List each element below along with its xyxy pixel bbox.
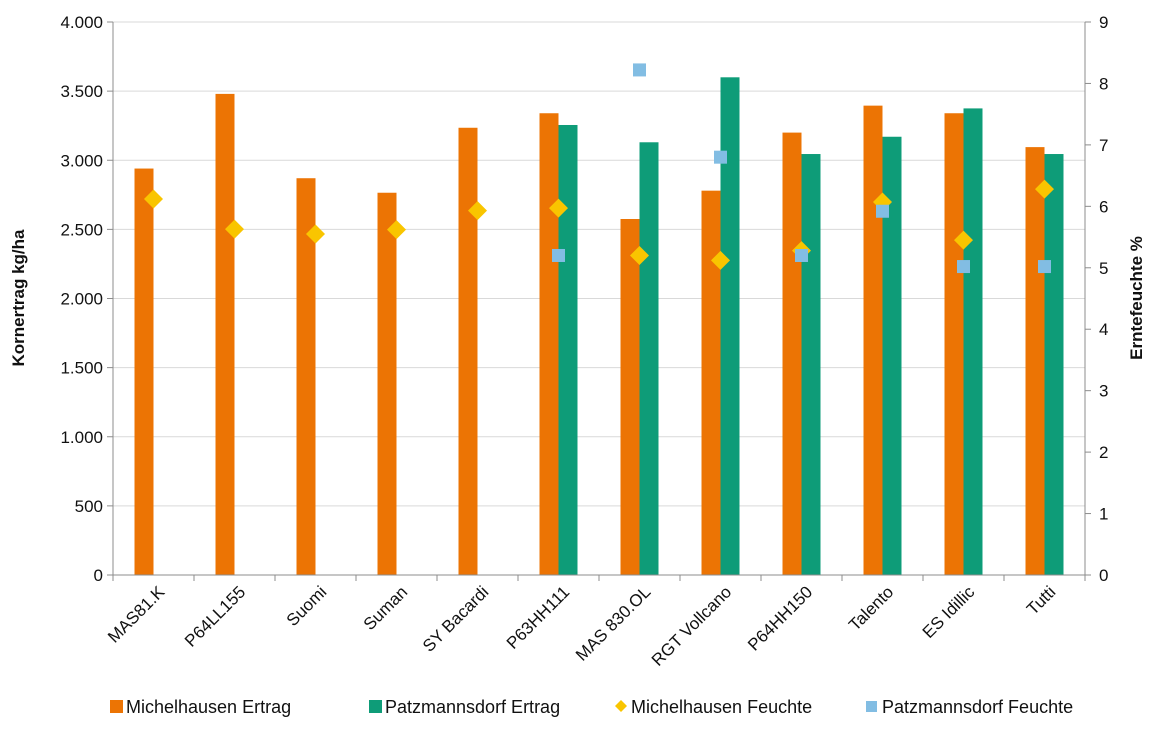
- bar-patzmannsdorf-ertrag: [801, 154, 821, 575]
- bar-michelhausen-ertrag: [458, 127, 478, 575]
- y-tick-label: 4.000: [60, 13, 103, 32]
- marker-michelhausen-feuchte: [225, 219, 244, 239]
- y-tick-label: 3.000: [60, 151, 103, 170]
- x-tick-label: MAS81.K: [104, 582, 169, 647]
- marker-patzmannsdorf-feuchte: [633, 63, 646, 77]
- x-tick-label: Suman: [360, 582, 412, 634]
- bar-patzmannsdorf-ertrag: [558, 124, 578, 575]
- x-tick-label: MAS 830.OL: [572, 582, 654, 664]
- marker-patzmannsdorf-feuchte: [1038, 260, 1051, 274]
- bar-michelhausen-ertrag: [377, 192, 397, 575]
- bar-michelhausen-ertrag: [620, 219, 640, 575]
- marker-patzmannsdorf-feuchte: [957, 260, 970, 274]
- legend-michelhausen-ertrag-swatch: [110, 700, 123, 713]
- marker-michelhausen-feuchte: [711, 250, 730, 270]
- x-tick-label: P63HH111: [503, 582, 573, 652]
- legend-patzmannsdorf-ertrag-label: Patzmannsdorf Ertrag: [385, 697, 560, 717]
- marker-michelhausen-feuchte: [468, 201, 487, 221]
- marker-patzmannsdorf-feuchte: [795, 248, 808, 262]
- y2-tick-label: 0: [1099, 566, 1108, 585]
- bar-michelhausen-ertrag: [944, 113, 964, 576]
- y2-tick-label: 7: [1099, 136, 1108, 155]
- legend-patzmannsdorf-ertrag-swatch: [369, 700, 382, 713]
- bar-michelhausen-ertrag: [1025, 147, 1045, 575]
- x-tick-label: Talento: [845, 582, 897, 634]
- marker-michelhausen-feuchte: [306, 224, 325, 244]
- x-tick-label: ES Idillic: [919, 582, 979, 642]
- y-tick-label: 3.500: [60, 82, 103, 101]
- bar-michelhausen-ertrag: [134, 168, 154, 576]
- bar-patzmannsdorf-ertrag: [1044, 154, 1064, 575]
- bar-michelhausen-ertrag: [782, 132, 802, 575]
- marker-michelhausen-feuchte: [954, 230, 973, 250]
- marker-patzmannsdorf-feuchte: [714, 150, 727, 164]
- y2-axis-title: Erntefeuchte %: [1127, 236, 1146, 360]
- bars: [134, 77, 1064, 576]
- y-tick-label: 500: [75, 497, 103, 516]
- y2-tick-label: 4: [1099, 320, 1108, 339]
- y-tick-label: 2.500: [60, 220, 103, 239]
- legend-michelhausen-feuchte-swatch: [615, 700, 627, 712]
- x-tick-labels: MAS81.K P64LL155 Suomi Suman SY Bacardi P63HH…: [104, 575, 1086, 670]
- bar-patzmannsdorf-ertrag: [882, 136, 902, 575]
- y2-tick-label: 9: [1099, 13, 1108, 32]
- bar-michelhausen-ertrag: [863, 105, 883, 576]
- marker-michelhausen-feuchte: [630, 245, 649, 265]
- bar-michelhausen-ertrag: [296, 178, 316, 575]
- y-tick-label: 1.000: [60, 428, 103, 447]
- y-axis-title: Kornertrag kg/ha: [9, 229, 28, 367]
- y2-tick-label: 3: [1099, 382, 1108, 401]
- gridlines: [113, 21, 1085, 507]
- marker-michelhausen-feuchte: [144, 189, 163, 209]
- legend-michelhausen-feuchte-label: Michelhausen Feuchte: [631, 697, 812, 717]
- bar-patzmannsdorf-ertrag: [963, 108, 983, 575]
- x-tick-label: Tutti: [1023, 582, 1059, 618]
- legend: Michelhausen Ertrag Patzmannsdorf Ertrag M…: [110, 697, 1073, 717]
- x-tick-label: SY Bacardi: [419, 582, 492, 655]
- markers: [144, 63, 1054, 274]
- y2-tick-label: 8: [1099, 74, 1108, 93]
- legend-patzmannsdorf-feuchte-label: Patzmannsdorf Feuchte: [882, 697, 1073, 717]
- y-tick-label: 0: [94, 566, 103, 585]
- y2-tick-label: 1: [1099, 505, 1108, 524]
- marker-patzmannsdorf-feuchte: [876, 204, 889, 218]
- x-tick-label: RGT Vollcano: [648, 582, 735, 669]
- x-tick-label: P64HH150: [744, 582, 816, 654]
- x-tick-label: P64LL155: [181, 582, 249, 650]
- marker-patzmannsdorf-feuchte: [552, 248, 565, 262]
- y-tick-label: 1.500: [60, 359, 103, 378]
- y2-tick-label: 2: [1099, 443, 1108, 462]
- x-tick-label: Suomi: [283, 582, 331, 630]
- legend-michelhausen-ertrag-label: Michelhausen Ertrag: [126, 697, 291, 717]
- bar-michelhausen-ertrag: [539, 113, 559, 576]
- marker-michelhausen-feuchte: [387, 220, 406, 240]
- legend-patzmannsdorf-feuchte-swatch: [866, 701, 877, 712]
- y-tick-labels: 0 500 1.000 1.500 2.000 2.500 3.000 3.500 4.000: [60, 13, 113, 585]
- bar-patzmannsdorf-ertrag: [720, 77, 740, 576]
- y2-tick-label: 5: [1099, 259, 1108, 278]
- bar-michelhausen-ertrag: [215, 93, 235, 575]
- y2-tick-labels: 0 1 2 3 4 5 6 7 8 9: [1085, 13, 1108, 585]
- bar-michelhausen-ertrag: [701, 190, 721, 576]
- y2-tick-label: 6: [1099, 197, 1108, 216]
- bar-patzmannsdorf-ertrag: [639, 142, 659, 575]
- marker-michelhausen-feuchte: [1035, 179, 1054, 199]
- marker-michelhausen-feuchte: [549, 198, 568, 218]
- y-tick-label: 2.000: [60, 290, 103, 309]
